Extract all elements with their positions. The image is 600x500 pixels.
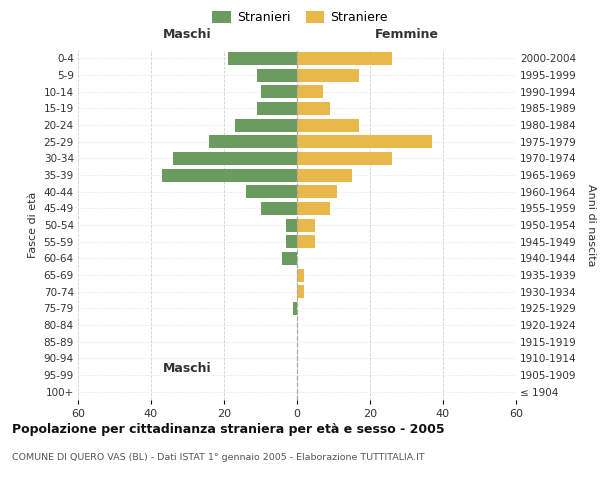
Bar xyxy=(297,135,432,148)
Bar xyxy=(227,52,297,65)
Text: Maschi: Maschi xyxy=(163,28,212,42)
Text: Femmine: Femmine xyxy=(374,28,439,42)
Bar xyxy=(297,235,315,248)
Bar xyxy=(246,185,297,198)
Text: Popolazione per cittadinanza straniera per età e sesso - 2005: Popolazione per cittadinanza straniera p… xyxy=(12,422,445,436)
Bar xyxy=(260,202,297,215)
Bar xyxy=(297,102,330,115)
Bar xyxy=(293,302,297,315)
Y-axis label: Fasce di età: Fasce di età xyxy=(28,192,38,258)
Bar xyxy=(283,252,297,265)
Legend: Stranieri, Straniere: Stranieri, Straniere xyxy=(207,6,393,29)
Bar xyxy=(209,135,297,148)
Bar xyxy=(297,202,330,215)
Bar xyxy=(173,152,297,165)
Bar xyxy=(297,85,323,98)
Bar xyxy=(297,185,337,198)
Bar xyxy=(297,52,392,65)
Bar xyxy=(297,152,392,165)
Bar xyxy=(257,68,297,82)
Text: COMUNE DI QUERO VAS (BL) - Dati ISTAT 1° gennaio 2005 - Elaborazione TUTTITALIA.: COMUNE DI QUERO VAS (BL) - Dati ISTAT 1°… xyxy=(12,452,425,462)
Bar xyxy=(260,85,297,98)
Bar xyxy=(235,118,297,132)
Text: Maschi: Maschi xyxy=(163,362,212,374)
Bar xyxy=(297,68,359,82)
Y-axis label: Anni di nascita: Anni di nascita xyxy=(586,184,596,266)
Bar xyxy=(286,218,297,232)
Bar xyxy=(297,218,315,232)
Bar xyxy=(162,168,297,181)
Bar xyxy=(297,268,304,281)
Bar xyxy=(257,102,297,115)
Bar xyxy=(297,285,304,298)
Bar xyxy=(297,168,352,181)
Bar xyxy=(286,235,297,248)
Bar xyxy=(297,118,359,132)
